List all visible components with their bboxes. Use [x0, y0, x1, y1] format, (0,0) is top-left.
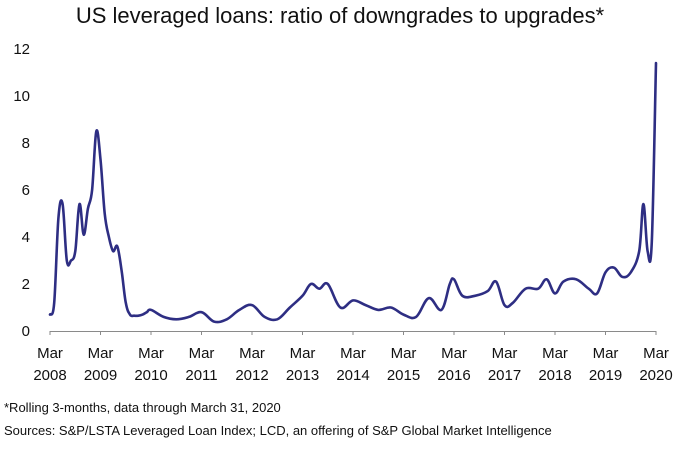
x-tick-year: 2020 — [639, 367, 672, 384]
y-tick-label: 8 — [22, 135, 30, 152]
x-tick-year: 2019 — [589, 367, 622, 384]
x-tick-month: Mar — [441, 345, 467, 362]
x-tick-year: 2008 — [33, 367, 66, 384]
y-tick-label: 4 — [22, 229, 30, 246]
footnote: *Rolling 3-months, data through March 31… — [4, 400, 281, 415]
y-tick-label: 2 — [22, 276, 30, 293]
source-note: Sources: S&P/LSTA Leveraged Loan Index; … — [4, 423, 552, 438]
x-tick-year: 2013 — [286, 367, 319, 384]
x-tick-year: 2016 — [437, 367, 470, 384]
y-tick-label: 10 — [13, 88, 30, 105]
x-tick-year: 2017 — [488, 367, 521, 384]
y-tick-label: 6 — [22, 182, 30, 199]
x-tick-year: 2018 — [538, 367, 571, 384]
x-tick-year: 2010 — [134, 367, 167, 384]
x-tick-month: Mar — [542, 345, 568, 362]
x-tick-month: Mar — [88, 345, 114, 362]
y-tick-label: 12 — [13, 41, 30, 58]
x-tick-month: Mar — [391, 345, 417, 362]
x-tick-month: Mar — [340, 345, 366, 362]
chart-plot: 0 2 4 6 8 10 12 Mar 2008 Mar 2009 Mar 2010 Mar 2011 Mar… — [13, 41, 672, 384]
x-tick-month: Mar — [290, 345, 316, 362]
x-tick-year: 2009 — [84, 367, 117, 384]
x-tick-year: 2012 — [235, 367, 268, 384]
x-tick-month: Mar — [643, 345, 669, 362]
chart-title: US leveraged loans: ratio of downgrades … — [75, 3, 605, 28]
series-line — [48, 61, 658, 324]
x-tick-month: Mar — [239, 345, 265, 362]
y-tick-label: 0 — [22, 323, 30, 340]
x-tick-month: Mar — [189, 345, 215, 362]
x-tick-month: Mar — [37, 345, 63, 362]
x-tick-year: 2011 — [185, 367, 217, 384]
x-tick-month: Mar — [593, 345, 619, 362]
x-tick-month: Mar — [492, 345, 518, 362]
x-tick-year: 2015 — [387, 367, 420, 384]
x-tick-month: Mar — [138, 345, 164, 362]
x-tick-year: 2014 — [336, 367, 369, 384]
